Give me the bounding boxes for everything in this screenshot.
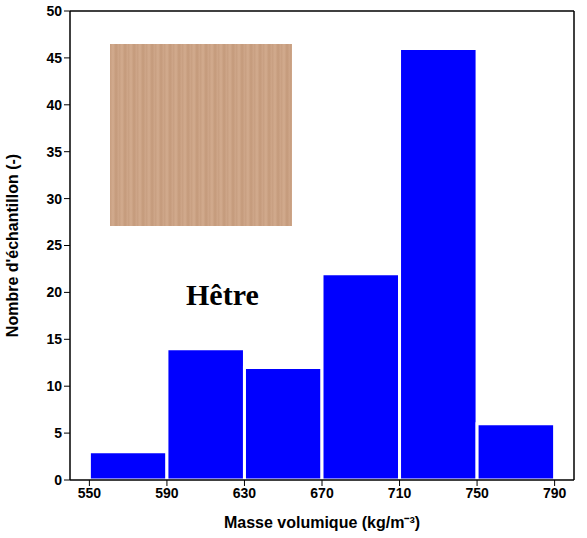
svg-text:45: 45	[46, 50, 62, 66]
svg-text:710: 710	[388, 485, 412, 501]
svg-text:40: 40	[46, 97, 62, 113]
svg-text:5: 5	[54, 425, 62, 441]
svg-text:790: 790	[543, 485, 567, 501]
svg-text:0: 0	[54, 472, 62, 488]
svg-text:Nombre d'échantillon (-): Nombre d'échantillon (-)	[4, 154, 21, 337]
svg-text:550: 550	[78, 485, 102, 501]
svg-text:20: 20	[46, 284, 62, 300]
svg-text:50: 50	[46, 3, 62, 19]
svg-text:35: 35	[46, 144, 62, 160]
svg-text:15: 15	[46, 331, 62, 347]
svg-text:590: 590	[155, 485, 179, 501]
svg-text:30: 30	[46, 191, 62, 207]
svg-text:25: 25	[46, 237, 62, 253]
html-text:Hêtre: Hêtre	[186, 278, 259, 311]
svg-text:630: 630	[233, 485, 257, 501]
svg-text:Masse volumique (kg/m⁻³): Masse volumique (kg/m⁻³)	[224, 514, 420, 531]
svg-text:10: 10	[46, 378, 62, 394]
svg-text:670: 670	[310, 485, 334, 501]
svg-text:750: 750	[465, 485, 489, 501]
